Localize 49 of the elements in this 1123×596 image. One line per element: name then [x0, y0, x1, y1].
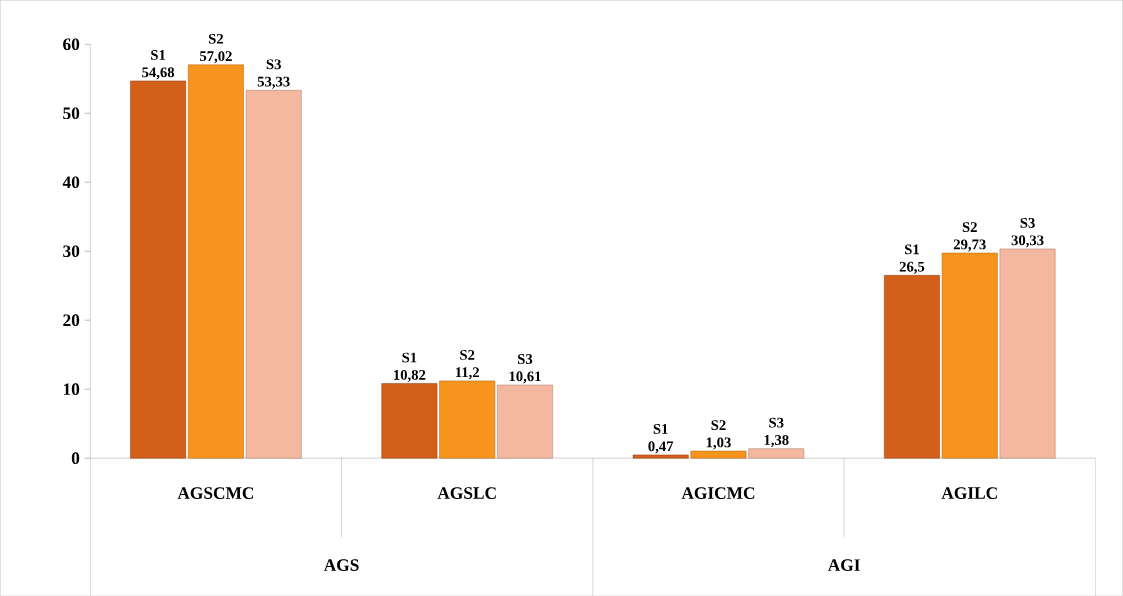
bar: [748, 448, 805, 459]
data-label: 29,73: [953, 239, 986, 252]
bar: [497, 384, 553, 459]
y-tick-label: 20: [63, 314, 80, 326]
series-label: S2: [962, 221, 977, 232]
bar: [439, 380, 496, 459]
data-label: 1,03: [706, 437, 731, 450]
bar: [999, 248, 1056, 459]
y-tick-label: 10: [63, 383, 80, 395]
text: S3: [769, 417, 784, 428]
bar: [381, 383, 438, 459]
bar: [130, 80, 187, 459]
bar: [941, 252, 998, 459]
y-tick-label: 50: [63, 107, 80, 119]
x-tick-label: AGSLC: [437, 487, 496, 499]
text: S2: [711, 419, 726, 430]
x-tick-label: AGILC: [941, 487, 997, 499]
data-label: 10,61: [509, 371, 541, 384]
data-label: 10,82: [394, 369, 426, 382]
bar: [690, 450, 747, 459]
data-label: 57,02: [199, 51, 232, 64]
series-label: S3: [518, 353, 533, 364]
data-label: 30,33: [1011, 235, 1044, 248]
data-label: 54,68: [142, 67, 175, 80]
y-tick-label: 60: [63, 38, 80, 50]
text: S3: [266, 59, 281, 70]
data-label: 53,33: [257, 76, 290, 89]
y-tick-label: 30: [63, 245, 80, 257]
text: AGS: [323, 559, 359, 571]
text: S1: [653, 423, 668, 434]
bar: [884, 274, 940, 459]
series-label: S1: [151, 49, 166, 60]
data-label: 0,47: [648, 441, 674, 454]
x-tick-label: AGICMC: [681, 487, 755, 499]
y-tick-label: 0: [71, 452, 80, 464]
text: S1: [402, 352, 417, 363]
text: S2: [460, 349, 475, 360]
x-tick-label: AGSCMC: [177, 487, 254, 499]
bar: [187, 64, 244, 459]
data-label: 11,2: [455, 367, 479, 380]
text: S1: [905, 244, 919, 255]
bar: [245, 89, 302, 459]
text: AGI: [827, 559, 860, 571]
data-label: 1,38: [764, 434, 789, 447]
data-label: 26,5: [899, 261, 925, 274]
bar: [632, 454, 689, 459]
text: S2: [208, 33, 223, 44]
text: S3: [1020, 217, 1035, 228]
y-tick-label: 40: [62, 176, 80, 188]
